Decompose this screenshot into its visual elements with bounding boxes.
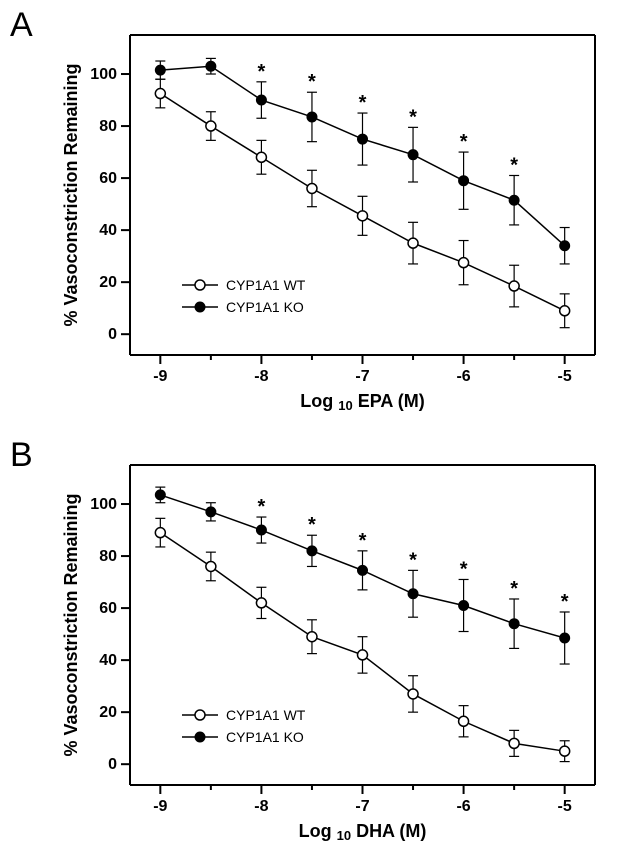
- svg-text:*: *: [359, 92, 367, 114]
- svg-text:60: 60: [99, 170, 117, 187]
- svg-text:80: 80: [99, 118, 117, 135]
- svg-text:*: *: [409, 549, 417, 571]
- svg-text:0: 0: [108, 326, 117, 343]
- svg-text:20: 20: [99, 704, 117, 721]
- svg-text:*: *: [308, 514, 316, 536]
- svg-text:40: 40: [99, 222, 117, 239]
- svg-text:*: *: [510, 578, 518, 600]
- svg-text:CYP1A1 KO: CYP1A1 KO: [226, 729, 304, 745]
- svg-text:*: *: [561, 591, 569, 613]
- svg-text:*: *: [258, 61, 266, 83]
- svg-text:40: 40: [99, 652, 117, 669]
- svg-text:80: 80: [99, 548, 117, 565]
- svg-text:-8: -8: [254, 368, 268, 385]
- svg-text:*: *: [308, 71, 316, 93]
- svg-text:*: *: [510, 154, 518, 176]
- svg-text:-7: -7: [355, 368, 369, 385]
- svg-text:20: 20: [99, 274, 117, 291]
- svg-text:100: 100: [90, 66, 117, 83]
- svg-text:-8: -8: [254, 798, 268, 815]
- svg-text:*: *: [359, 530, 367, 552]
- panel-label-a: A: [10, 6, 33, 45]
- page: A -9 -8 -7 -6 -5 0 20 40 60 80 100 Log 10 EPA (M) % …: [0, 0, 624, 861]
- svg-text:-9: -9: [153, 368, 167, 385]
- svg-text:Log 10 DHA (M): Log 10 DHA (M): [299, 821, 427, 843]
- svg-text:CYP1A1 WT: CYP1A1 WT: [226, 707, 306, 723]
- chart-b-svg: -9 -8 -7 -6 -5 0 20 40 60 80 100 Log 10 DHA (M) % Va…: [55, 450, 615, 850]
- svg-text:0: 0: [108, 756, 117, 773]
- svg-text:CYP1A1 KO: CYP1A1 KO: [226, 299, 304, 315]
- svg-text:% Vasoconstriction Remaining: % Vasoconstriction Remaining: [61, 493, 81, 756]
- svg-text:-6: -6: [456, 798, 470, 815]
- svg-text:*: *: [409, 106, 417, 128]
- chart-a-svg: -9 -8 -7 -6 -5 0 20 40 60 80 100 Log 10 EPA (M) % Va…: [55, 20, 615, 420]
- svg-text:60: 60: [99, 600, 117, 617]
- svg-text:*: *: [460, 131, 468, 153]
- svg-text:-7: -7: [355, 798, 369, 815]
- svg-text:-6: -6: [456, 368, 470, 385]
- svg-text:Log 10 EPA (M): Log 10 EPA (M): [300, 391, 424, 413]
- svg-text:-5: -5: [558, 368, 572, 385]
- svg-text:100: 100: [90, 496, 117, 513]
- panel-label-b: B: [10, 436, 33, 475]
- chart-a: -9 -8 -7 -6 -5 0 20 40 60 80 100 Log 10 EPA (M) % Va…: [55, 20, 615, 420]
- svg-text:CYP1A1 WT: CYP1A1 WT: [226, 277, 306, 293]
- svg-text:*: *: [460, 558, 468, 580]
- svg-text:-5: -5: [558, 798, 572, 815]
- svg-text:% Vasoconstriction Remaining: % Vasoconstriction Remaining: [61, 63, 81, 326]
- svg-text:-9: -9: [153, 798, 167, 815]
- svg-text:*: *: [258, 496, 266, 518]
- chart-b: -9 -8 -7 -6 -5 0 20 40 60 80 100 Log 10 DHA (M) % Va…: [55, 450, 615, 850]
